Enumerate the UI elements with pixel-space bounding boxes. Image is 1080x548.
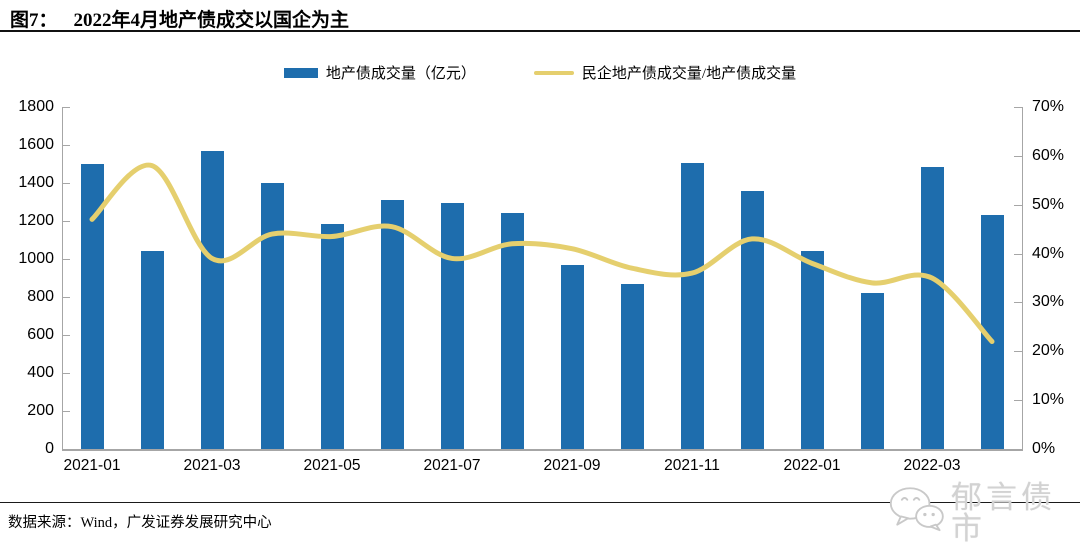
y-axis-right-label: 60% xyxy=(1032,146,1065,164)
y-axis-right-tick xyxy=(1014,400,1022,402)
x-axis-label: 2021-01 xyxy=(63,457,121,474)
ratio-line-series xyxy=(89,162,995,345)
volume-bar xyxy=(440,202,464,449)
y-axis-right-tick xyxy=(1014,107,1022,108)
watermark: 郁言债市 xyxy=(888,474,1080,544)
volume-bar xyxy=(320,223,344,449)
figure-number: 图7： xyxy=(10,10,58,31)
ratio-line-path xyxy=(89,162,995,345)
wechat-icon xyxy=(889,487,944,532)
y-axis-left-label: 1800 xyxy=(18,98,54,115)
title-divider xyxy=(0,30,1080,32)
y-axis-left xyxy=(62,107,63,449)
volume-bar xyxy=(380,200,404,449)
y-axis-right-label: 70% xyxy=(1032,98,1065,115)
volume-bar xyxy=(740,190,764,449)
volume-bar xyxy=(920,166,944,449)
x-axis-label: 2021-09 xyxy=(543,457,601,474)
data-source: 数据来源：Wind，广发证券发展研究中心 xyxy=(8,515,272,531)
legend-item-line: 民企地产债成交量/地产债成交量 xyxy=(533,62,797,83)
y-axis-right-tick xyxy=(1014,351,1022,353)
x-axis-label: 2022-01 xyxy=(783,457,841,474)
line-swatch-icon xyxy=(533,70,574,75)
volume-bar xyxy=(860,293,884,449)
legend-label-bar: 地产债成交量（亿元） xyxy=(325,66,476,82)
x-axis-label: 2021-11 xyxy=(664,457,720,474)
x-axis xyxy=(62,449,1023,451)
figure-title: 2022年4月地产债成交以国企为主 xyxy=(73,10,350,31)
y-axis-right-tick xyxy=(1014,253,1022,255)
legend-item-bar: 地产债成交量（亿元） xyxy=(283,62,476,83)
legend-label-line: 民企地产债成交量/地产债成交量 xyxy=(581,66,797,82)
y-axis-left-tick xyxy=(62,335,70,336)
y-axis-left-label: 600 xyxy=(27,326,54,343)
y-axis-right-label: 30% xyxy=(1032,293,1065,311)
volume-bar xyxy=(980,215,1004,449)
y-axis-left-label: 200 xyxy=(27,402,54,419)
y-axis-right xyxy=(1022,107,1023,449)
y-axis-left-label: 1000 xyxy=(18,250,54,267)
y-axis-left-tick xyxy=(62,259,70,260)
volume-bar xyxy=(80,164,104,449)
y-axis-right-label: 50% xyxy=(1032,195,1065,213)
chart-legend: 地产债成交量（亿元） 民企地产债成交量/地产债成交量 xyxy=(0,62,1080,83)
y-axis-left-label: 400 xyxy=(27,364,54,381)
y-axis-left-label: 800 xyxy=(27,288,54,305)
y-axis-right-tick xyxy=(1014,155,1022,157)
y-axis-left-tick xyxy=(62,183,70,184)
volume-bar xyxy=(140,251,164,449)
footer-divider xyxy=(0,502,1080,503)
volume-bar xyxy=(200,150,224,449)
y-axis-left-tick xyxy=(62,221,70,222)
volume-bar xyxy=(500,213,524,449)
y-axis-right-label: 0% xyxy=(1032,440,1056,457)
y-axis-left-label: 1400 xyxy=(18,174,54,191)
volume-bar xyxy=(800,251,824,449)
y-axis-left-label: 1200 xyxy=(18,212,54,229)
y-axis-left-tick xyxy=(62,411,70,412)
volume-bar xyxy=(620,283,644,449)
y-axis-right-label: 20% xyxy=(1032,342,1065,360)
y-axis-left-tick xyxy=(62,373,70,374)
x-axis-label: 2021-05 xyxy=(303,457,361,474)
y-axis-left-tick xyxy=(62,107,70,108)
y-axis-right-label: 40% xyxy=(1032,244,1065,262)
bar-swatch-icon xyxy=(283,67,318,78)
y-axis-left-tick xyxy=(62,449,70,450)
y-axis-left-label: 1600 xyxy=(18,136,54,153)
y-axis-left-label: 0 xyxy=(45,440,54,457)
y-axis-right-tick xyxy=(1014,449,1022,450)
volume-bar xyxy=(680,163,704,449)
x-axis-label: 2022-03 xyxy=(903,457,961,474)
y-axis-left-tick xyxy=(62,145,70,146)
y-axis-right-tick xyxy=(1014,204,1022,206)
page-title: 图7： 2022年4月地产债成交以国企为主 xyxy=(10,5,349,32)
x-axis-label: 2021-03 xyxy=(183,457,241,474)
y-axis-left-tick xyxy=(62,297,70,298)
y-axis-right-tick xyxy=(1014,302,1022,304)
watermark-text: 郁言债市 xyxy=(950,480,1056,546)
y-axis-right-label: 10% xyxy=(1032,391,1065,409)
volume-bar xyxy=(260,183,284,449)
volume-bar xyxy=(560,264,584,449)
x-axis-label: 2021-07 xyxy=(423,457,481,474)
